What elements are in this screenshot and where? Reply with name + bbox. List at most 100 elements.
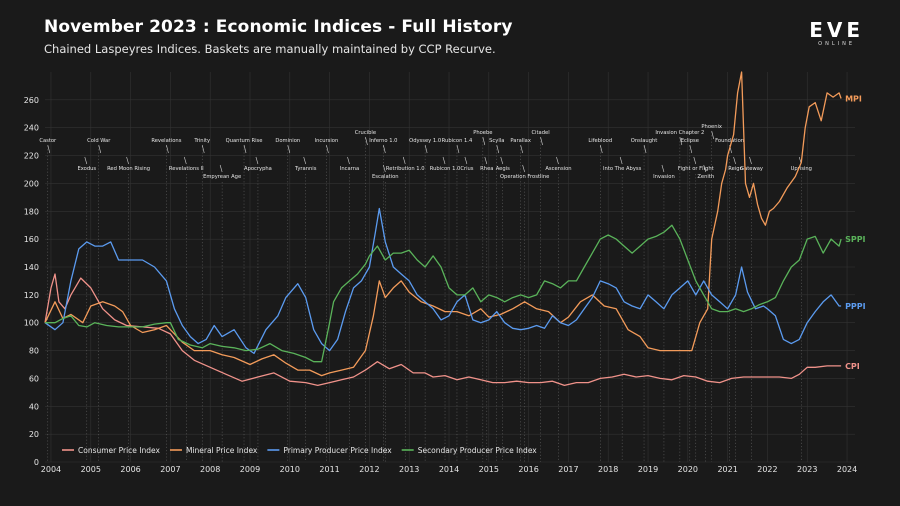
event-label: Trinity <box>193 138 210 144</box>
event-tick <box>98 144 102 154</box>
event-tick <box>556 156 559 165</box>
event-tick <box>520 144 523 154</box>
x-tick-label: 2017 <box>558 465 578 474</box>
event-tick <box>689 144 693 154</box>
event-tick <box>47 144 51 154</box>
chart-title: November 2023 : Economic Indices - Full … <box>44 17 513 37</box>
event-tick <box>619 156 623 165</box>
y-tick-label: 20 <box>29 430 39 439</box>
x-tick-label: 2024 <box>837 465 857 474</box>
event-label: Onslaught <box>631 138 658 144</box>
chart-subtitle: Chained Laspeyres Indices. Baskets are m… <box>44 42 496 56</box>
event-label: Uprising <box>791 166 812 172</box>
event-tick <box>365 136 368 146</box>
y-tick-label: 220 <box>24 152 39 161</box>
x-tick-label: 2013 <box>399 465 419 474</box>
event-label: Incursion <box>315 138 339 144</box>
event-label: Retribution 1.0 <box>386 166 425 172</box>
x-tick-label: 2022 <box>757 465 777 474</box>
event-label: Parallax <box>510 138 531 144</box>
event-tick <box>126 156 129 165</box>
event-label: Phoenix <box>701 124 722 130</box>
x-tick-label: 2004 <box>41 465 61 474</box>
y-tick-label: 60 <box>29 374 39 383</box>
event-label: Lifeblood <box>588 138 612 144</box>
event-tick <box>599 144 603 154</box>
event-label: Gateway <box>740 166 763 172</box>
legend-item: Primary Producer Price Index <box>283 446 392 455</box>
event-label: Exodus <box>77 166 96 172</box>
event-label: Invasion <box>653 174 675 180</box>
event-label: Aegis <box>496 166 510 172</box>
event-label: Revelations <box>151 138 181 144</box>
event-tick <box>733 156 736 165</box>
event-tick <box>749 156 752 165</box>
event-tick <box>643 144 647 154</box>
event-label: Dominion <box>275 138 300 144</box>
event-tick <box>464 156 468 165</box>
y-tick-label: 240 <box>24 124 39 133</box>
event-label: Odyssey 1.0 <box>409 138 441 144</box>
event-tick <box>661 164 665 173</box>
event-tick <box>303 156 307 165</box>
y-tick-label: 180 <box>24 207 39 216</box>
y-tick-label: 200 <box>24 179 39 188</box>
event-label: Escalation <box>372 174 399 180</box>
x-tick-label: 2008 <box>200 465 220 474</box>
event-tick <box>201 144 205 154</box>
end-label-mpi: MPI <box>845 94 862 103</box>
event-label: Inferno 1.0 <box>369 138 397 144</box>
event-label: Cold War <box>87 138 111 144</box>
y-tick-label: 120 <box>24 291 39 300</box>
event-label: Operation Frostline <box>500 174 549 180</box>
legend-item: Consumer Price Index <box>78 446 161 455</box>
event-label: Incarna <box>340 166 359 172</box>
event-tick <box>184 156 187 165</box>
event-label: Fight or Flight <box>678 166 714 172</box>
event-label: Apocrypha <box>244 166 272 172</box>
y-tick-label: 160 <box>24 235 39 244</box>
y-tick-label: 80 <box>29 347 39 356</box>
event-label: Red Moon Rising <box>107 166 150 172</box>
event-label: Rhea <box>480 166 493 172</box>
y-tick-label: 100 <box>24 319 39 328</box>
event-label: Crius <box>460 166 473 172</box>
series-end-labels: CPI MPI PPPI SPPI <box>845 94 866 370</box>
y-tick-label: 40 <box>29 402 39 411</box>
event-label: Eclipse <box>681 138 699 144</box>
end-label-sppi: SPPI <box>845 235 865 244</box>
event-label: Scylla <box>489 138 504 144</box>
event-label: Phoebe <box>473 130 492 136</box>
event-label: Foundation <box>715 138 744 144</box>
event-tick <box>166 144 169 154</box>
event-tick <box>402 156 406 165</box>
x-tick-label: 2010 <box>280 465 300 474</box>
event-label: Ascension <box>545 166 571 172</box>
legend-item: Mineral Price Index <box>186 446 258 455</box>
x-tick-label: 2011 <box>319 465 339 474</box>
event-label: Empyrean Age <box>203 174 241 180</box>
logo-subtext: ONLINE <box>818 41 856 47</box>
x-tick-label: 2009 <box>240 465 260 474</box>
event-tick <box>496 144 500 154</box>
y-tick-label: 0 <box>34 458 39 467</box>
legend: Consumer Price Index Mineral Price Index P… <box>62 446 537 455</box>
event-tick <box>456 144 460 154</box>
event-label: Quantum Rise <box>226 138 263 144</box>
x-tick-label: 2016 <box>518 465 538 474</box>
event-tick <box>522 164 525 173</box>
event-tick <box>287 144 291 154</box>
x-tick-label: 2014 <box>439 465 459 474</box>
event-label: Rubicon 1.4 <box>442 138 473 144</box>
series-line-sppi <box>45 224 842 363</box>
event-label: Invasion Chapter 2 <box>655 130 704 136</box>
event-label: Castor <box>39 138 57 144</box>
series-lines <box>44 71 842 387</box>
event-lines <box>47 132 802 462</box>
event-tick <box>500 156 504 165</box>
event-tick <box>84 156 88 165</box>
event-label: Into The Abyss <box>603 166 642 172</box>
grid-lines <box>45 72 855 463</box>
